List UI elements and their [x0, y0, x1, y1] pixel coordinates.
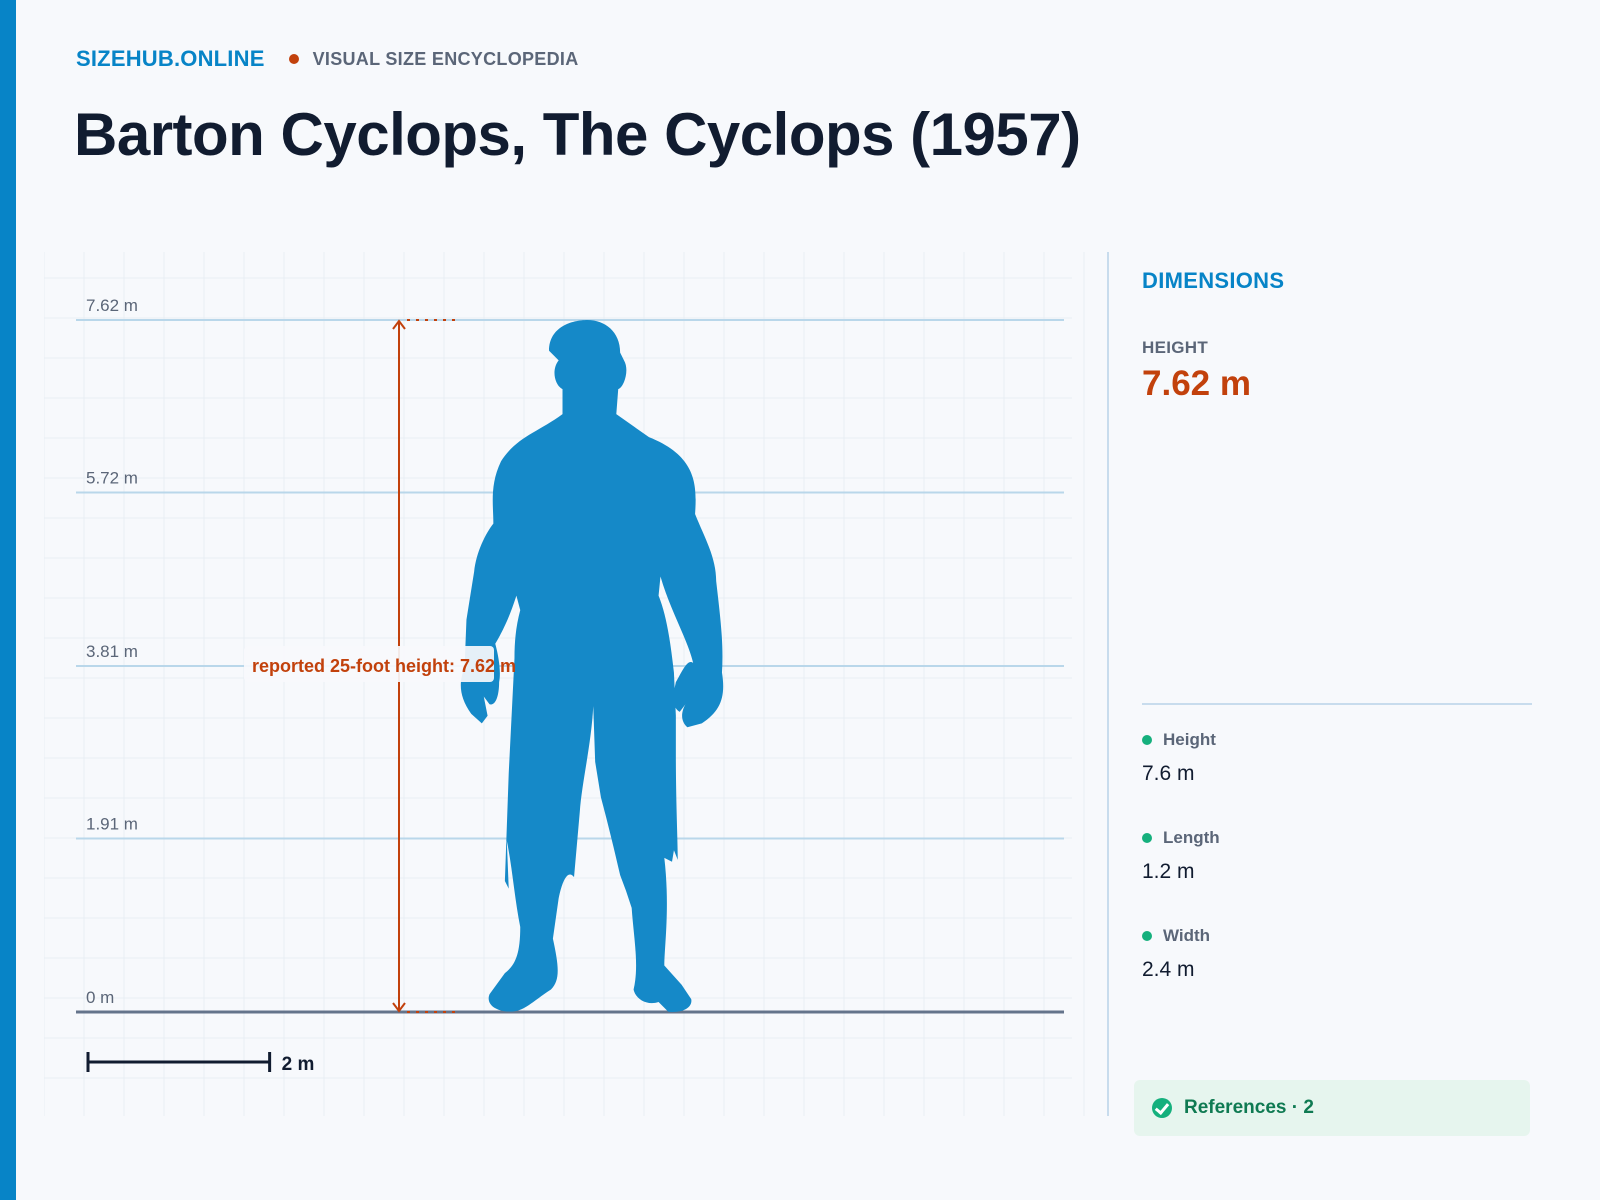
brand-link[interactable]: SIZEHUB.ONLINE	[76, 46, 265, 71]
tick-label: 5.72 m	[86, 469, 138, 488]
annotation-label: reported 25-foot height: 7.62 m	[252, 656, 516, 676]
dimension-width: Width 2.4 m	[1142, 926, 1210, 982]
annotation-arrowhead-bottom	[392, 1002, 406, 1013]
panel-heading: DIMENSIONS	[1142, 268, 1285, 293]
scale-bar: 2 m	[86, 1052, 315, 1075]
dimension-label: Width	[1163, 926, 1211, 945]
tick-label: 7.62 m	[86, 296, 138, 315]
silhouette-head	[460, 320, 724, 1013]
status-dot-icon	[1142, 735, 1152, 745]
tick-label: 3.81 m	[86, 642, 138, 661]
references-button[interactable]: References · 2	[1134, 1080, 1530, 1136]
dimension-value: 2.4 m	[1142, 958, 1195, 981]
dimension-length: Length 1.2 m	[1142, 828, 1220, 884]
size-comparison-chart: 7.62 m 5.72 m 3.81 m 1.91 m 0 m reported 25-…	[44, 252, 1092, 1116]
brand-separator-dot	[288, 54, 299, 64]
chart-canvas: 7.62 m 5.72 m 3.81 m 1.91 m 0 m reported 25-…	[44, 252, 1085, 1116]
tick-label: 0 m	[86, 988, 114, 1007]
accent-bar	[0, 0, 16, 1200]
panel-divider	[1142, 703, 1532, 705]
panel-divider-vertical	[1107, 252, 1109, 1116]
page-title: Barton Cyclops, The Cyclops (1957)	[74, 101, 1081, 168]
dimension-height: Height 7.6 m	[1142, 730, 1216, 786]
references-label: References · 2	[1184, 1097, 1314, 1118]
brand-row: SIZEHUB.ONLINE VISUAL SIZE ENCYCLOPEDIA	[76, 46, 579, 72]
annotation-arrowhead-top	[392, 319, 406, 330]
hero-height-value: 7.62 m	[1142, 364, 1251, 403]
tagline: VISUAL SIZE ENCYCLOPEDIA	[312, 48, 579, 69]
status-dot-icon	[1142, 833, 1152, 843]
annotation-label-bg	[244, 646, 494, 682]
dimension-label: Height	[1163, 730, 1216, 749]
height-annotation: reported 25-foot height: 7.62 m	[244, 319, 516, 1013]
dimension-value: 7.6 m	[1142, 762, 1195, 785]
status-dot-icon	[1142, 931, 1152, 941]
scale-bar-label: 2 m	[282, 1054, 315, 1075]
tick-label: 1.91 m	[86, 815, 138, 834]
dimension-value: 1.2 m	[1142, 860, 1195, 883]
cyclops-silhouette	[460, 320, 724, 1013]
check-circle-icon	[1152, 1098, 1172, 1118]
hero-height-label: HEIGHT	[1142, 338, 1209, 357]
dimension-label: Length	[1163, 828, 1220, 847]
